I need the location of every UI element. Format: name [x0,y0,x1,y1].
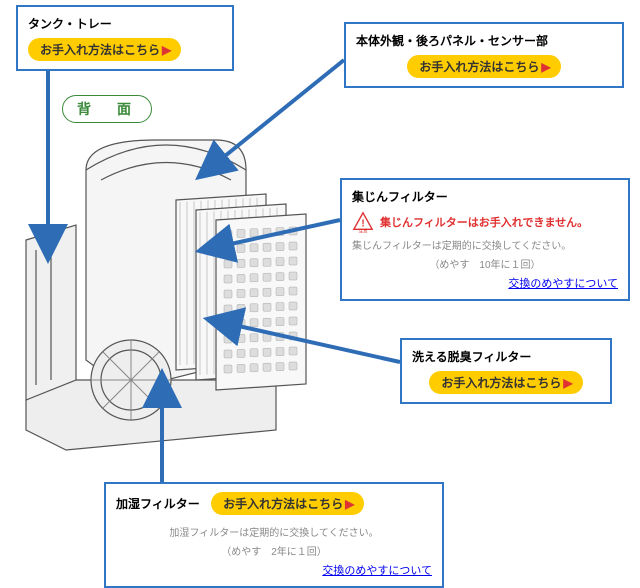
warning-icon: ! 注意 [352,211,374,233]
humid-note1: 加湿フィルターは定期的に交換してください。 [116,524,432,539]
maintenance-button-label: お手入れ方法はこちら [441,376,561,390]
dust-note1: 集じんフィルターは定期的に交換してください。 [352,237,618,252]
replacement-link-humid[interactable]: 交換のめやすについて [116,562,432,578]
dust-note2: （めやす 10年に１回） [352,256,618,271]
callout-tank: タンク・トレー お手入れ方法はこちら▶ [16,5,234,71]
callout-dust-title: 集じんフィルター [352,188,618,205]
callout-humid-title: 加湿フィルター [116,495,200,512]
callout-body: 本体外観・後ろパネル・センサー部 お手入れ方法はこちら▶ [344,22,624,88]
callout-deodor: 洗える脱臭フィルター お手入れ方法はこちら▶ [400,338,612,404]
triangle-icon: ▶ [162,43,171,57]
triangle-icon: ▶ [541,60,550,74]
callout-body-title: 本体外観・後ろパネル・センサー部 [356,32,612,49]
triangle-icon: ▶ [563,376,572,390]
maintenance-button-humid[interactable]: お手入れ方法はこちら▶ [211,492,364,515]
maintenance-button-deodor[interactable]: お手入れ方法はこちら▶ [429,371,582,394]
maintenance-button-label: お手入れ方法はこちら [40,43,160,57]
svg-text:注意: 注意 [358,228,368,233]
callout-dust: 集じんフィルター ! 注意 集じんフィルターはお手入れできません。 集じんフィル… [340,178,630,301]
maintenance-button-tank[interactable]: お手入れ方法はこちら▶ [28,38,181,61]
callout-deodor-title: 洗える脱臭フィルター [412,348,600,365]
callout-humid: 加湿フィルター お手入れ方法はこちら▶ 加湿フィルターは定期的に交換してください… [104,482,444,588]
maintenance-button-label: お手入れ方法はこちら [419,60,539,74]
callout-tank-title: タンク・トレー [28,15,222,32]
rear-face-label: 背 面 [62,95,152,123]
maintenance-button-body[interactable]: お手入れ方法はこちら▶ [407,55,560,78]
device-illustration [16,130,356,470]
dust-warning-text: 集じんフィルターはお手入れできません。 [380,214,588,230]
replacement-link-dust[interactable]: 交換のめやすについて [352,275,618,291]
maintenance-button-label: お手入れ方法はこちら [223,497,343,511]
humid-note2: （めやす 2年に１回） [116,543,432,558]
triangle-icon: ▶ [345,497,354,511]
